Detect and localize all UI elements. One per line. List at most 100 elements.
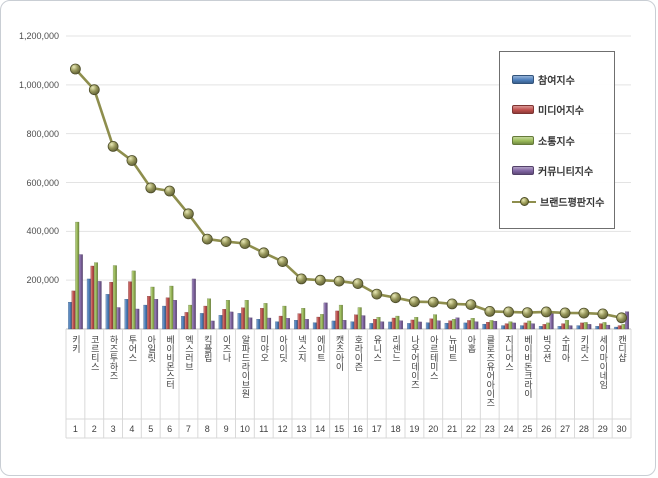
bar-community xyxy=(493,321,498,330)
bar-community xyxy=(587,324,592,330)
bar-media xyxy=(241,307,246,330)
bar-media xyxy=(354,314,359,330)
bar-media xyxy=(90,265,95,330)
bar-media xyxy=(485,322,490,330)
x-rank-label: 14 xyxy=(315,423,326,434)
legend-swatch-communication xyxy=(512,135,534,145)
x-rank-label: 5 xyxy=(148,423,154,434)
x-rank-label: 18 xyxy=(390,423,401,434)
bar-participation xyxy=(369,323,374,330)
bar-media xyxy=(316,316,321,330)
x-tick-label: 아홉 xyxy=(466,335,477,353)
line-marker-brand xyxy=(559,307,571,319)
line-marker-brand xyxy=(390,292,402,304)
line-marker-brand xyxy=(616,312,627,324)
x-tick-label: 에이트 xyxy=(315,335,326,362)
x-tick-label: 캔디샵 xyxy=(617,335,628,362)
bar-participation xyxy=(538,326,543,330)
x-rank-label: 2 xyxy=(91,423,97,434)
line-marker-brand xyxy=(126,155,138,166)
line-marker-brand xyxy=(371,288,383,300)
x-rank-label: 26 xyxy=(541,423,552,434)
x-tick-label: 아이딧 xyxy=(278,335,289,362)
bar-community xyxy=(380,321,385,330)
line-marker-brand xyxy=(164,185,176,197)
bar-participation xyxy=(444,322,449,330)
bar-participation xyxy=(407,323,411,330)
bar-communication xyxy=(338,304,343,330)
bar-community xyxy=(286,318,290,330)
bar-communication xyxy=(94,262,98,330)
bar-communication xyxy=(395,315,400,330)
bar-media xyxy=(203,305,208,330)
line-marker-brand xyxy=(314,274,326,286)
x-rank-label: 22 xyxy=(465,423,476,434)
legend-swatch-media xyxy=(512,105,534,114)
bar-participation xyxy=(388,321,393,330)
line-marker-brand xyxy=(522,307,533,319)
bar-community xyxy=(154,299,159,330)
x-tick-label: 이즈나 xyxy=(221,335,232,362)
bar-communication xyxy=(451,319,456,330)
line-marker-brand xyxy=(578,307,590,319)
x-rank-label: 19 xyxy=(409,423,420,434)
bar-community xyxy=(173,300,177,330)
legend-item-brand: 브랜드평판지수 xyxy=(512,194,610,209)
bar-participation xyxy=(482,323,487,330)
x-tick-label: 알파드라이브원 xyxy=(240,335,251,398)
line-marker-brand xyxy=(333,275,345,287)
line-marker-brand xyxy=(295,273,307,285)
bar-media xyxy=(561,323,566,330)
bar-communication xyxy=(150,286,155,330)
bar-communication xyxy=(112,265,117,330)
bar-community xyxy=(97,281,102,330)
line-marker-brand xyxy=(107,140,119,152)
bar-communication xyxy=(414,317,419,330)
legend-swatch-participation xyxy=(512,74,534,84)
x-tick-label: 코르티스 xyxy=(89,335,100,371)
bar-communication xyxy=(527,320,532,330)
x-rank-label: 12 xyxy=(277,423,288,434)
bar-participation xyxy=(557,326,562,330)
x-rank-label: 1 xyxy=(72,423,78,434)
x-tick-label: 나우어데이즈 xyxy=(409,335,420,389)
legend-item-participation: 참여지수 xyxy=(512,72,610,87)
line-marker-brand xyxy=(258,247,270,259)
legend-label-brand: 브랜드평판지수 xyxy=(540,197,605,209)
line-marker-brand xyxy=(70,63,81,75)
bar-community xyxy=(323,302,328,330)
bar-community xyxy=(116,307,121,330)
bar-participation xyxy=(294,320,298,330)
bar-communication xyxy=(602,322,607,330)
line-marker-brand xyxy=(182,208,194,220)
x-rank-label: 28 xyxy=(578,423,589,434)
x-tick-label: 지니어스 xyxy=(504,335,515,371)
x-tick-label: 넥스지 xyxy=(296,335,307,362)
x-tick-label: 베이비돈크라이 xyxy=(522,335,533,398)
line-marker-brand xyxy=(446,298,458,310)
bar-community xyxy=(512,322,516,330)
bar-media xyxy=(259,308,264,330)
bar-communication xyxy=(621,324,626,330)
bar-participation xyxy=(143,304,148,330)
line-marker-brand xyxy=(277,256,289,268)
bar-communication xyxy=(169,285,174,330)
bar-community xyxy=(417,321,422,330)
bar-community xyxy=(436,320,441,330)
line-marker-brand xyxy=(239,238,251,249)
legend-label-community: 커뮤니티지수 xyxy=(538,167,594,178)
bar-community xyxy=(210,320,215,330)
bar-media xyxy=(580,322,585,330)
bar-media xyxy=(429,318,434,330)
bar-participation xyxy=(331,320,336,330)
bar-community xyxy=(568,325,573,330)
bar-participation xyxy=(237,313,242,330)
bar-community xyxy=(135,308,140,330)
bar-participation xyxy=(463,322,468,330)
x-rank-label: 30 xyxy=(616,423,627,434)
bar-community xyxy=(455,317,460,330)
x-rank-label: 25 xyxy=(522,423,533,434)
bar-media xyxy=(467,320,472,330)
bar-media xyxy=(523,322,528,330)
bar-media xyxy=(372,319,377,330)
